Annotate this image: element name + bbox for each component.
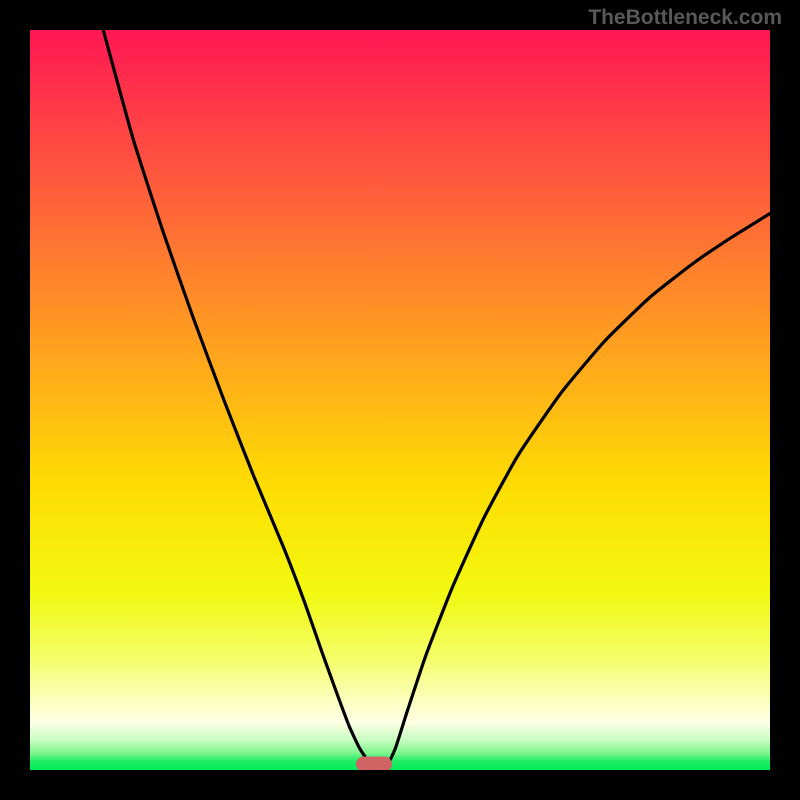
curve-left-branch bbox=[103, 30, 380, 770]
minimum-marker bbox=[356, 757, 392, 770]
curve-svg bbox=[30, 30, 770, 770]
plot-area bbox=[30, 30, 770, 770]
curve-right-branch bbox=[384, 214, 770, 770]
watermark-text: TheBottleneck.com bbox=[588, 6, 782, 30]
